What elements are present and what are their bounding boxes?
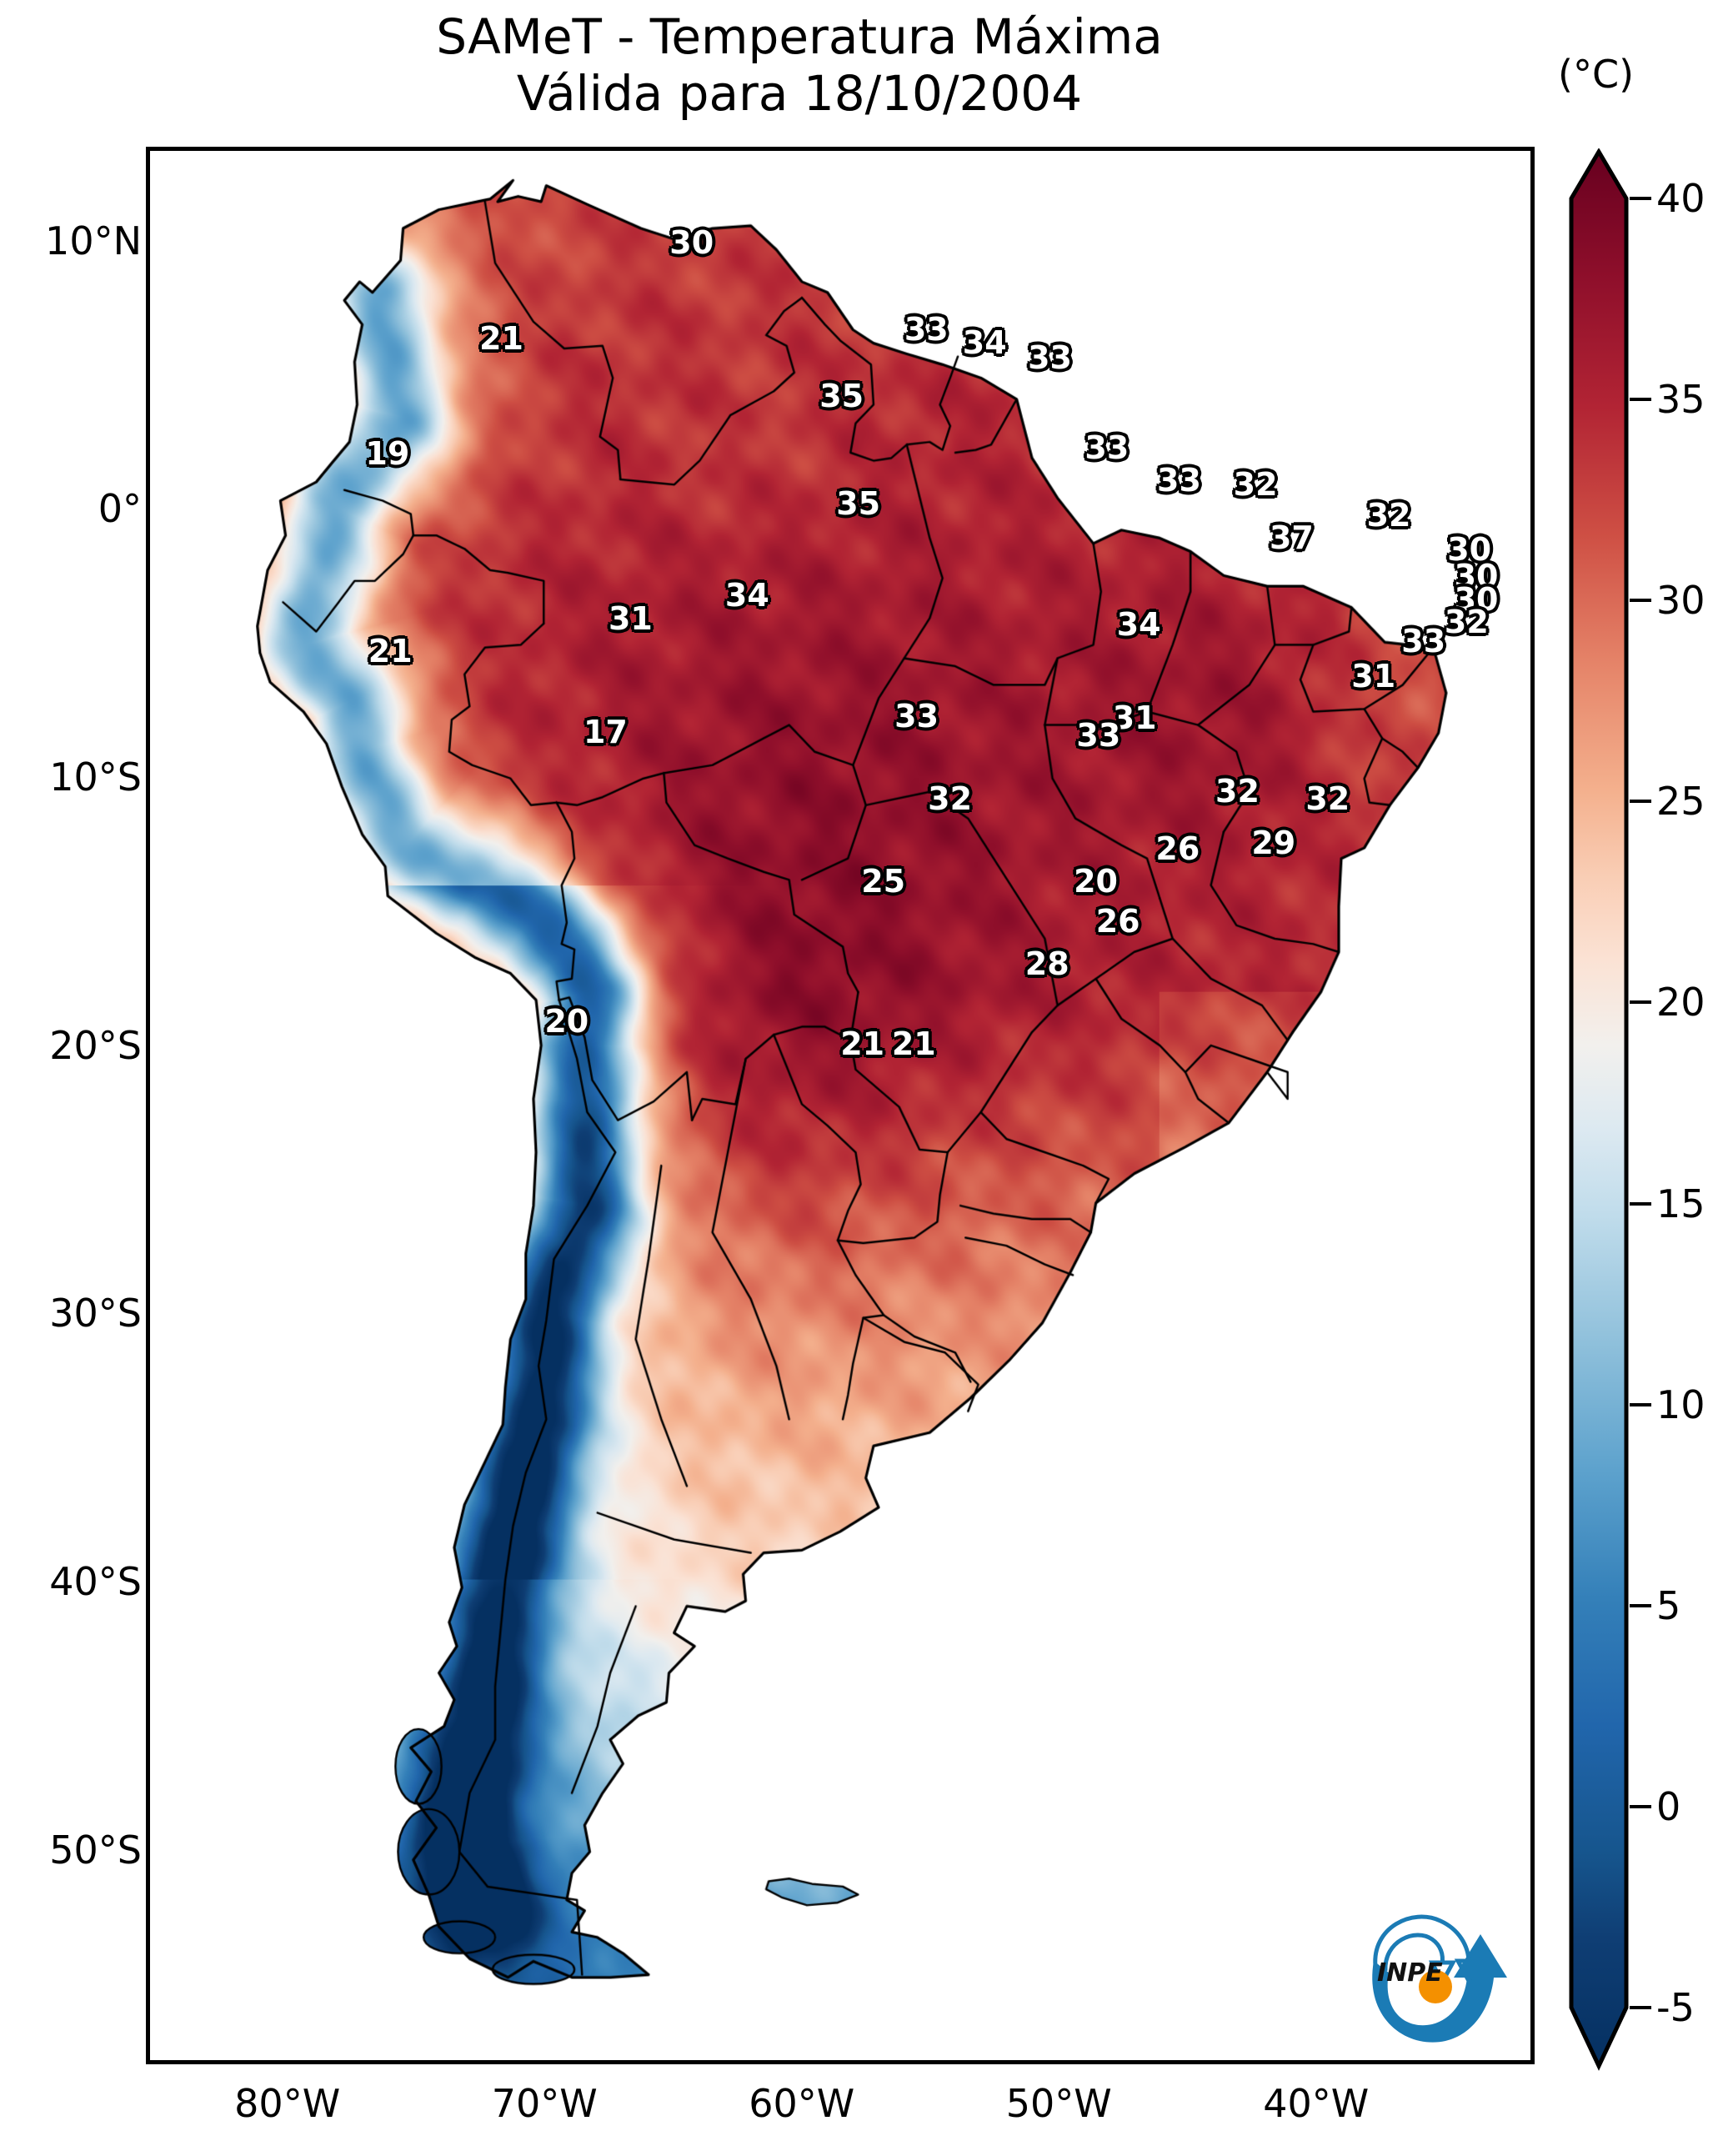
temperature-value-label: 34: [1116, 605, 1161, 643]
temperature-value-label: 32: [1366, 496, 1411, 534]
logo-inner-arc-icon: [1383, 1933, 1445, 1972]
colorbar-tick-label-5: 15: [1656, 1181, 1705, 1226]
temperature-value-label: 37: [1269, 519, 1314, 557]
colorbar-tick-label-0: 40: [1656, 176, 1705, 221]
colorbar-tick-label-7: 5: [1656, 1582, 1681, 1628]
longitude-tick-4: 40°W: [1263, 2081, 1370, 2126]
temperature-value-label: 31: [1351, 657, 1396, 694]
colorbar-tick-mark-1: [1630, 398, 1651, 402]
colorbar-tick-mark-2: [1630, 599, 1651, 603]
temperature-value-label: 31: [608, 599, 653, 637]
temperature-value-label: 32: [1305, 780, 1350, 817]
inpe-logo: INPE: [1342, 1901, 1517, 2055]
colorbar-gradient: [1569, 148, 1629, 2071]
logo-wordmark: INPE: [1377, 1958, 1443, 1988]
temperature-value-label: 32: [928, 780, 973, 817]
temperature-value-label: 32: [1215, 772, 1260, 810]
temperature-value-label: 26: [1155, 830, 1200, 867]
temperature-value-label: 21: [479, 320, 523, 357]
temperature-value-label: 31: [1112, 699, 1157, 737]
latitude-tick-4: 30°S: [49, 1291, 142, 1336]
logo-outer-arrowhead-icon: [1454, 1958, 1484, 1986]
colorbar: [1560, 148, 1640, 2074]
latitude-tick-3: 20°S: [49, 1022, 142, 1068]
temperature-value-label: 21: [891, 1025, 936, 1063]
colorbar-tick-mark-9: [1630, 2006, 1651, 2009]
temperature-value-label: 30: [1454, 580, 1499, 618]
temperature-value-label: 25: [861, 862, 906, 900]
colorbar-tick-label-6: 10: [1656, 1381, 1705, 1427]
longitude-tick-1: 70°W: [491, 2081, 598, 2126]
longitude-tick-3: 50°W: [1005, 2081, 1112, 2126]
colorbar-tick-label-1: 35: [1656, 377, 1705, 423]
chart-title-block: SAMeT - Temperatura Máxima Válida para 1…: [0, 8, 1599, 123]
temperature-value-label: 30: [669, 224, 714, 261]
colorbar-tick-mark-8: [1630, 1804, 1651, 1808]
colorbar-tick-label-2: 30: [1656, 578, 1705, 624]
colorbar-tick-mark-4: [1630, 1000, 1651, 1005]
temperature-value-label: 35: [836, 484, 881, 522]
temperature-value-label: 29: [1251, 824, 1296, 861]
temperature-value-label: 33: [1401, 623, 1446, 660]
temperature-value-label: 33: [904, 310, 949, 348]
colorbar-tick-label-9: -5: [1656, 1985, 1695, 2030]
temperature-heatmap-canvas: [150, 151, 1530, 2060]
colorbar-tick-mark-5: [1630, 1201, 1651, 1206]
temperature-value-label: 34: [962, 323, 1007, 361]
page-title: SAMeT - Temperatura Máxima: [436, 8, 1163, 65]
temperature-value-label: 33: [1076, 717, 1121, 755]
latitude-tick-0: 10°N: [45, 218, 142, 263]
temperature-value-label: 26: [1095, 903, 1140, 940]
page-subtitle: Válida para 18/10/2004: [516, 65, 1083, 123]
temperature-value-label: 21: [840, 1025, 885, 1063]
temperature-value-label: 33: [1028, 339, 1073, 376]
longitude-tick-0: 80°W: [234, 2081, 341, 2126]
temperature-value-label: 33: [1157, 462, 1201, 499]
temperature-value-label: 21: [368, 632, 413, 669]
colorbar-tick-label-8: 0: [1656, 1783, 1681, 1829]
logo-orange-dot-icon: [1419, 1970, 1452, 2003]
temperature-value-label: 32: [1233, 465, 1278, 503]
temperature-value-label: 33: [894, 698, 939, 735]
colorbar-tick-mark-0: [1630, 197, 1651, 200]
latitude-tick-1: 0°: [98, 486, 142, 532]
colorbar-tick-label-4: 20: [1656, 980, 1705, 1025]
colorbar-unit-label: (°C): [1558, 52, 1635, 97]
map-plot-area: [146, 147, 1535, 2064]
latitude-tick-2: 10°S: [49, 754, 142, 800]
temperature-value-label: 30: [1454, 558, 1499, 595]
temperature-value-label: 35: [819, 378, 864, 414]
temperature-value-label: 33: [1084, 429, 1129, 467]
temperature-value-label: 30: [1447, 531, 1492, 568]
colorbar-tick-mark-3: [1630, 800, 1651, 804]
colorbar-tick-mark-6: [1630, 1402, 1651, 1406]
latitude-tick-6: 50°S: [49, 1827, 142, 1873]
temperature-value-label: 34: [724, 577, 769, 614]
temperature-value-label: 32: [1444, 604, 1489, 641]
longitude-tick-2: 60°W: [749, 2081, 855, 2126]
temperature-value-label: 28: [1024, 945, 1069, 982]
inpe-logo-mark: INPE: [1372, 1914, 1507, 2043]
colorbar-tick-label-3: 25: [1656, 779, 1705, 825]
logo-outer-arc-icon: [1373, 1914, 1471, 1967]
temperature-value-label: 19: [365, 435, 410, 472]
temperature-value-label: 20: [1074, 862, 1118, 900]
colorbar-tick-mark-7: [1630, 1603, 1651, 1607]
temperature-value-label: 17: [583, 713, 628, 750]
latitude-tick-5: 40°S: [49, 1558, 142, 1604]
temperature-value-label: 20: [544, 1002, 589, 1040]
